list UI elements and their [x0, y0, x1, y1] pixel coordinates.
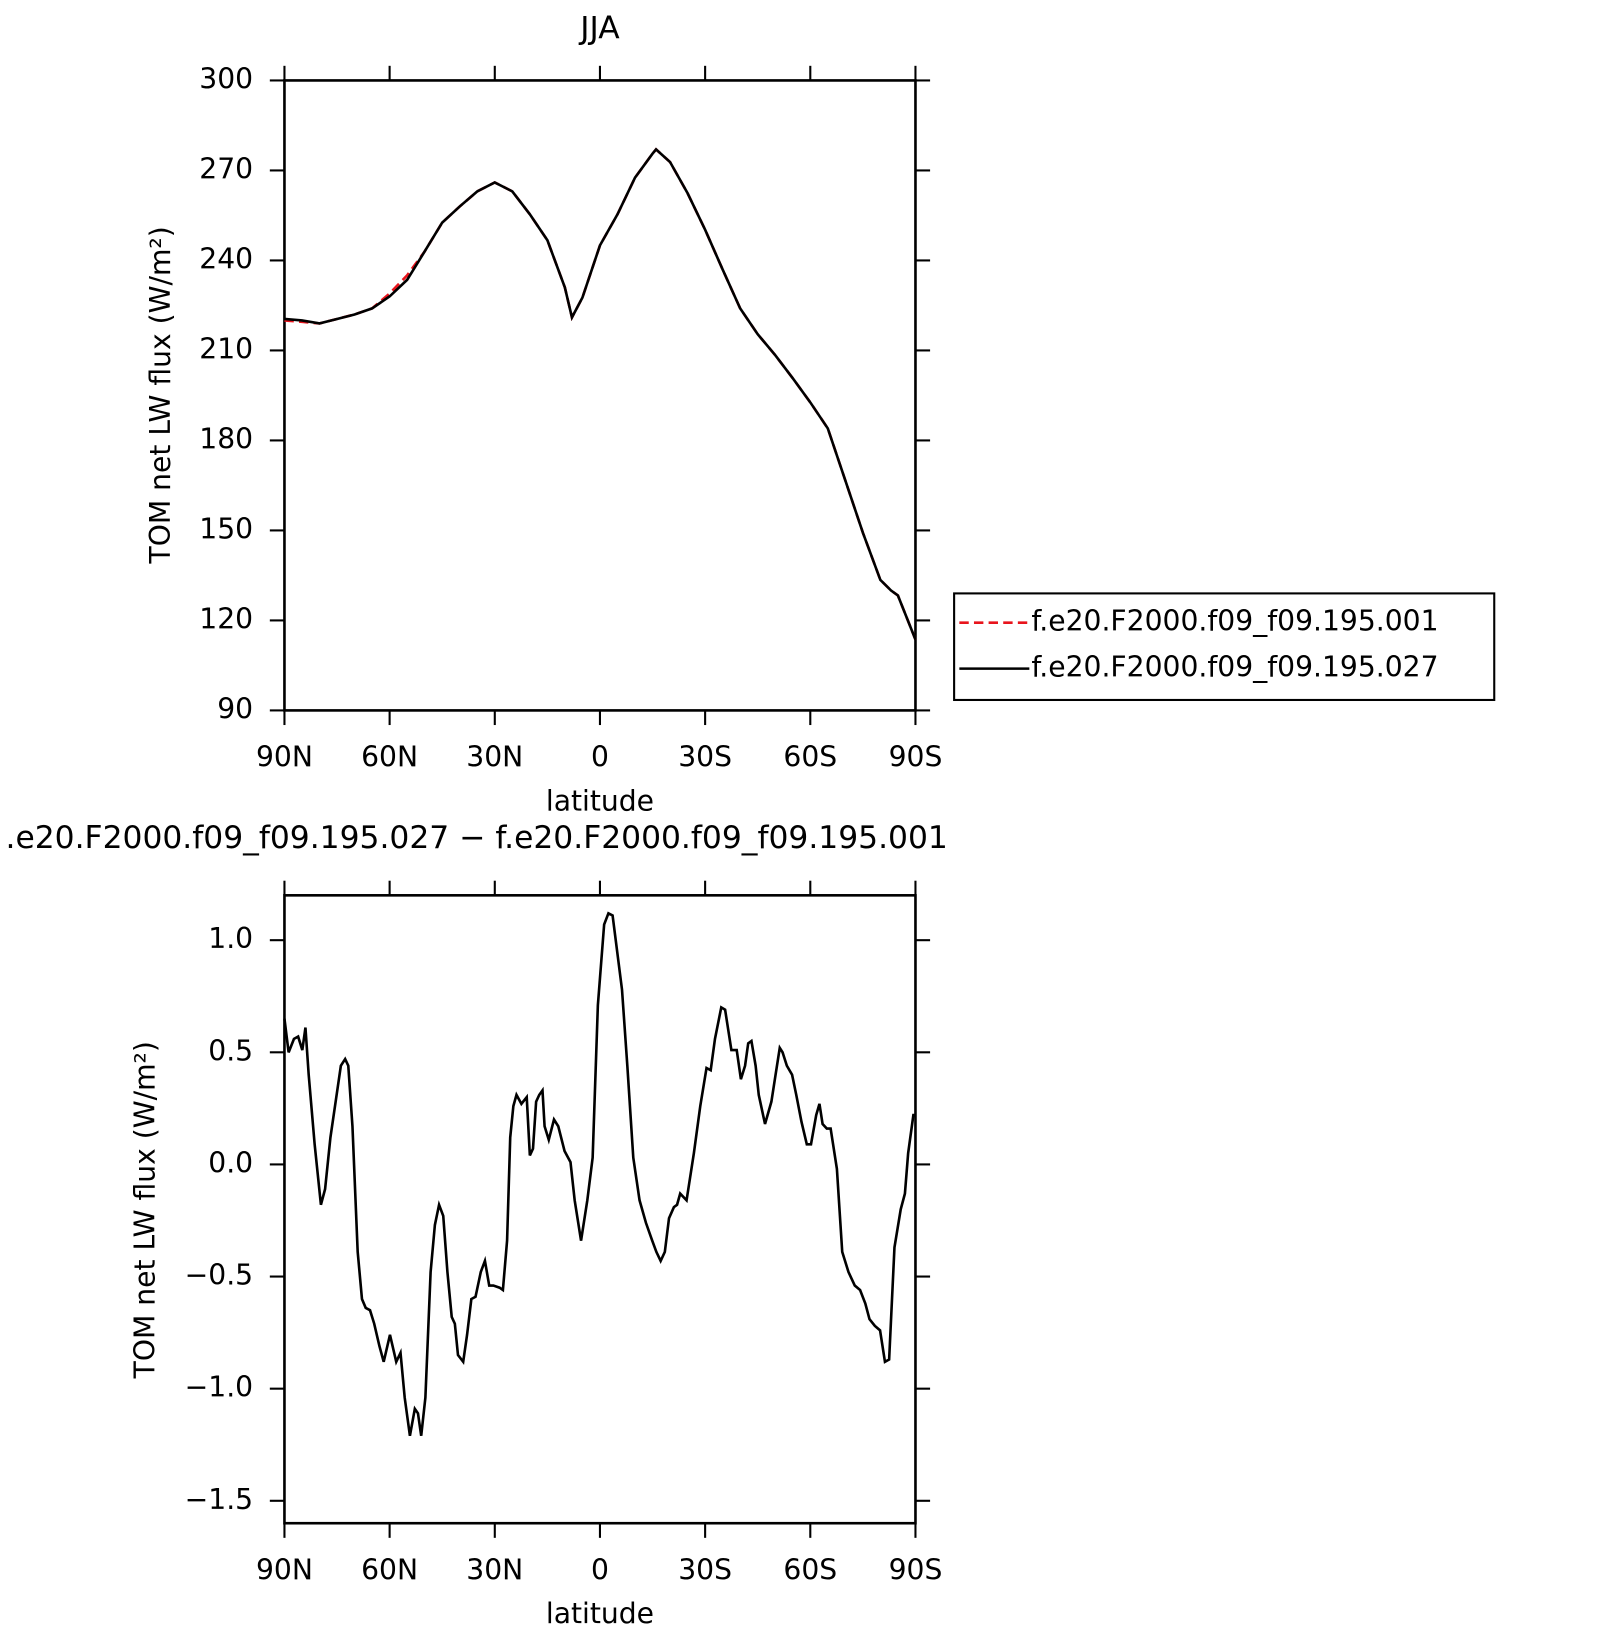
chart-title: JJA — [578, 10, 620, 46]
data-line — [283, 911, 916, 1437]
x-tick-label: 0 — [591, 1553, 609, 1586]
y-tick-label: 270 — [199, 152, 253, 185]
y-tick-label: −0.5 — [185, 1259, 253, 1292]
legend-box — [953, 592, 1496, 702]
legend-label: f.e20.F2000.f09_f09.195.027 — [1031, 651, 1438, 684]
y-axis-label: TOM net LW flux (W/m²) — [129, 1041, 162, 1379]
x-tick-label: 90S — [889, 740, 943, 773]
y-tick-label: 0.0 — [208, 1146, 253, 1179]
x-tick-label: 0 — [591, 740, 609, 773]
x-tick-label: 30S — [678, 740, 732, 773]
y-tick-label: 150 — [199, 512, 253, 545]
y-tick-label: 300 — [199, 62, 253, 95]
x-tick-label: 30N — [466, 740, 523, 773]
x-tick-label: 60N — [361, 1553, 418, 1586]
y-tick-label: 1.0 — [208, 922, 253, 955]
y-tick-label: 0.5 — [208, 1034, 253, 1067]
data-line — [284, 147, 917, 641]
x-tick-label: 90N — [256, 1553, 313, 1586]
x-axis-label: latitude — [546, 784, 654, 817]
x-tick-label: 60S — [783, 740, 837, 773]
y-tick-label: 120 — [199, 602, 253, 635]
x-tick-label: 30S — [678, 1553, 732, 1586]
x-tick-label: 60S — [783, 1553, 837, 1586]
y-tick-label: −1.0 — [185, 1371, 253, 1404]
x-tick-label: 30N — [466, 1553, 523, 1586]
y-tick-label: −1.5 — [185, 1483, 253, 1516]
y-tick-label: 180 — [199, 422, 253, 455]
x-tick-label: 60N — [361, 740, 418, 773]
plot-frame — [283, 79, 917, 712]
legend-label: f.e20.F2000.f09_f09.195.001 — [1031, 605, 1438, 638]
y-tick-label: 240 — [199, 242, 253, 275]
chart-title: .e20.F2000.f09_f09.195.027 − f.e20.F2000… — [6, 820, 948, 856]
x-tick-label: 90N — [256, 740, 313, 773]
y-tick-label: 210 — [199, 332, 253, 365]
x-tick-label: 90S — [889, 1553, 943, 1586]
x-axis-label: latitude — [546, 1597, 654, 1630]
data-line — [284, 147, 917, 641]
y-axis-label: TOM net LW flux (W/m²) — [144, 226, 177, 564]
y-tick-label: 90 — [217, 692, 253, 725]
